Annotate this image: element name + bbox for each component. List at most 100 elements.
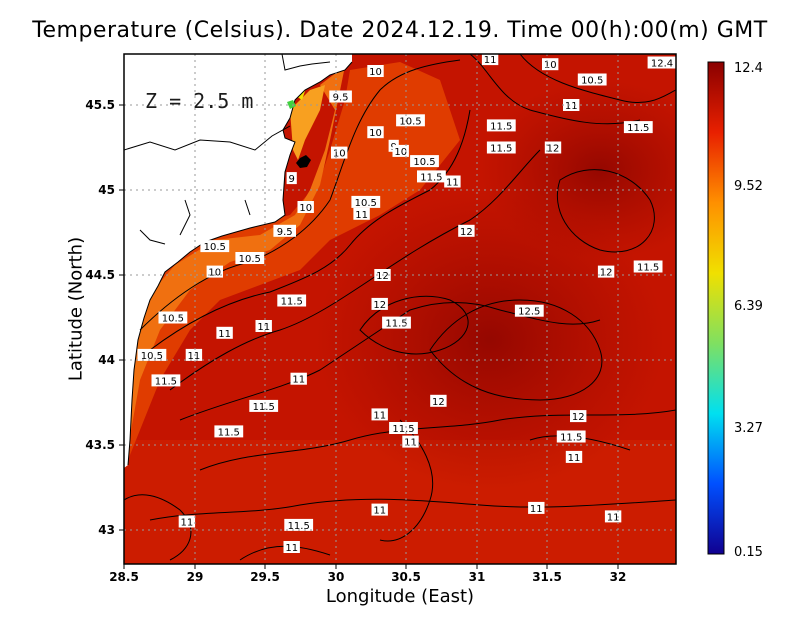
grid-lines — [124, 54, 676, 564]
contour-label-box — [389, 422, 418, 434]
contour-label-box — [623, 121, 653, 134]
contour-label: 12 — [547, 144, 560, 155]
contour-label: 12 — [376, 271, 389, 282]
contour-label-box — [647, 56, 676, 69]
contour-label: 11 — [530, 504, 543, 515]
contour-label-box — [604, 510, 622, 523]
contour-label: 10 — [299, 203, 312, 214]
land-borders — [124, 54, 331, 245]
contour-label: 12 — [373, 300, 386, 311]
contour-label-box — [633, 260, 663, 273]
y-tick-label: 44.5 — [85, 268, 115, 282]
contour-label: 10.5 — [413, 157, 435, 168]
contour-label: 11 — [188, 351, 201, 362]
contour-label-box — [151, 374, 181, 387]
contour-label-box — [351, 195, 381, 208]
contour-label: 11 — [373, 410, 386, 421]
contour-label-box — [392, 144, 409, 157]
x-tick-label: 30.5 — [391, 570, 421, 584]
x-tick-label: 31 — [469, 570, 486, 584]
contour-label: 12.4 — [651, 59, 673, 70]
depth-label: Z = 2.5 m — [145, 89, 253, 113]
coastal-black-marker — [296, 155, 311, 168]
contour-label-box — [458, 224, 475, 237]
contour-label: 11.5 — [637, 263, 659, 274]
contour-label-box — [284, 518, 314, 531]
contour-label-box — [158, 311, 188, 324]
map-field: 10 11 10 10.5 12.4 9.5 11 10.5 11.5 11.5 10 9 10 11.5… — [124, 54, 676, 564]
contour-label-box — [255, 320, 272, 332]
contour-label: 11 — [446, 178, 459, 189]
contour-label: 11.5 — [420, 172, 442, 183]
chart-title: Temperature (Celsius). Date 2024.12.19. … — [32, 18, 768, 43]
contour-label-box — [273, 224, 296, 237]
y-tick-label: 44 — [98, 353, 115, 367]
x-tick-label: 29 — [187, 570, 204, 584]
contour-label: 11 — [218, 329, 231, 340]
contour-label: 11.5 — [385, 319, 407, 330]
contour-label: 11.5 — [218, 427, 240, 438]
contour-label-box — [486, 141, 516, 154]
contour-label: 11 — [285, 543, 298, 554]
y-tick-label: 43 — [98, 523, 115, 537]
coastal-coolest-water — [290, 85, 325, 160]
contour-label-box — [481, 54, 499, 66]
colorbar — [707, 61, 725, 555]
y-tick-label: 45.5 — [85, 98, 115, 112]
contour-label: 12.5 — [518, 307, 540, 318]
contour-label-box — [297, 201, 314, 213]
contour-label-box — [286, 172, 297, 185]
contour-label: 11 — [404, 438, 417, 449]
x-tick-label: 31.5 — [532, 570, 562, 584]
contour-label-box — [371, 503, 388, 516]
contour-label: 11.5 — [627, 123, 649, 134]
contour-label-box — [544, 141, 562, 154]
contour-label-box — [528, 501, 545, 514]
contour-label-box — [185, 348, 203, 361]
contour-label: 11.5 — [281, 297, 303, 308]
y-tick-label: 43.5 — [85, 438, 115, 452]
contour-label-box — [444, 175, 461, 188]
x-axis-label: Longitude (East) — [325, 586, 475, 607]
contour-label-box — [371, 408, 388, 421]
contour-label-box — [371, 297, 388, 310]
contour-label: 11 — [484, 55, 497, 66]
contour-label: 10.5 — [355, 198, 377, 209]
contour-label: 10 — [394, 147, 407, 158]
contour-label: 9 — [289, 174, 295, 185]
x-tick-label: 32 — [610, 570, 627, 584]
contour-label: 11.5 — [392, 424, 414, 435]
contour-label-box — [206, 265, 223, 278]
contour-label: 10.5 — [204, 242, 226, 253]
contour-label: 10 — [544, 60, 557, 71]
contour-label: 10 — [208, 268, 221, 279]
contour-label-box — [178, 515, 196, 528]
contour-label-box — [329, 90, 352, 103]
contour-label: 11 — [292, 375, 305, 386]
contour-label: 12 — [572, 412, 585, 423]
contour-label: 9.5 — [333, 93, 349, 104]
contour-label: 11 — [181, 518, 194, 529]
contour-label: 10 — [333, 149, 346, 160]
contour-label-box — [216, 326, 233, 339]
contour-label-box — [235, 252, 265, 264]
tick-marks — [119, 104, 619, 569]
contour-label: 10.5 — [581, 76, 603, 87]
contour-label: 11 — [568, 453, 581, 464]
contour-label: 10 — [369, 128, 382, 139]
contour-label: 11.5 — [155, 376, 177, 387]
colorbar-tick-label: 0.15 — [734, 545, 763, 560]
contour-label-box — [367, 65, 384, 77]
contour-label: 11.5 — [253, 402, 275, 413]
contour-label: 12 — [432, 397, 445, 408]
contour-label-box — [367, 126, 384, 139]
contour-label-box — [570, 410, 587, 423]
y-axis-label: Latitude (North) — [65, 236, 87, 382]
contour-label-box — [214, 425, 244, 438]
contour-label-box — [331, 146, 348, 159]
contour-label: 11.5 — [288, 521, 310, 532]
contour-label-box — [486, 119, 516, 132]
contour-label: 12 — [600, 268, 613, 279]
colorbar-tick-label: 12.4 — [734, 61, 763, 76]
colorbar-tick-label: 6.39 — [734, 299, 763, 314]
